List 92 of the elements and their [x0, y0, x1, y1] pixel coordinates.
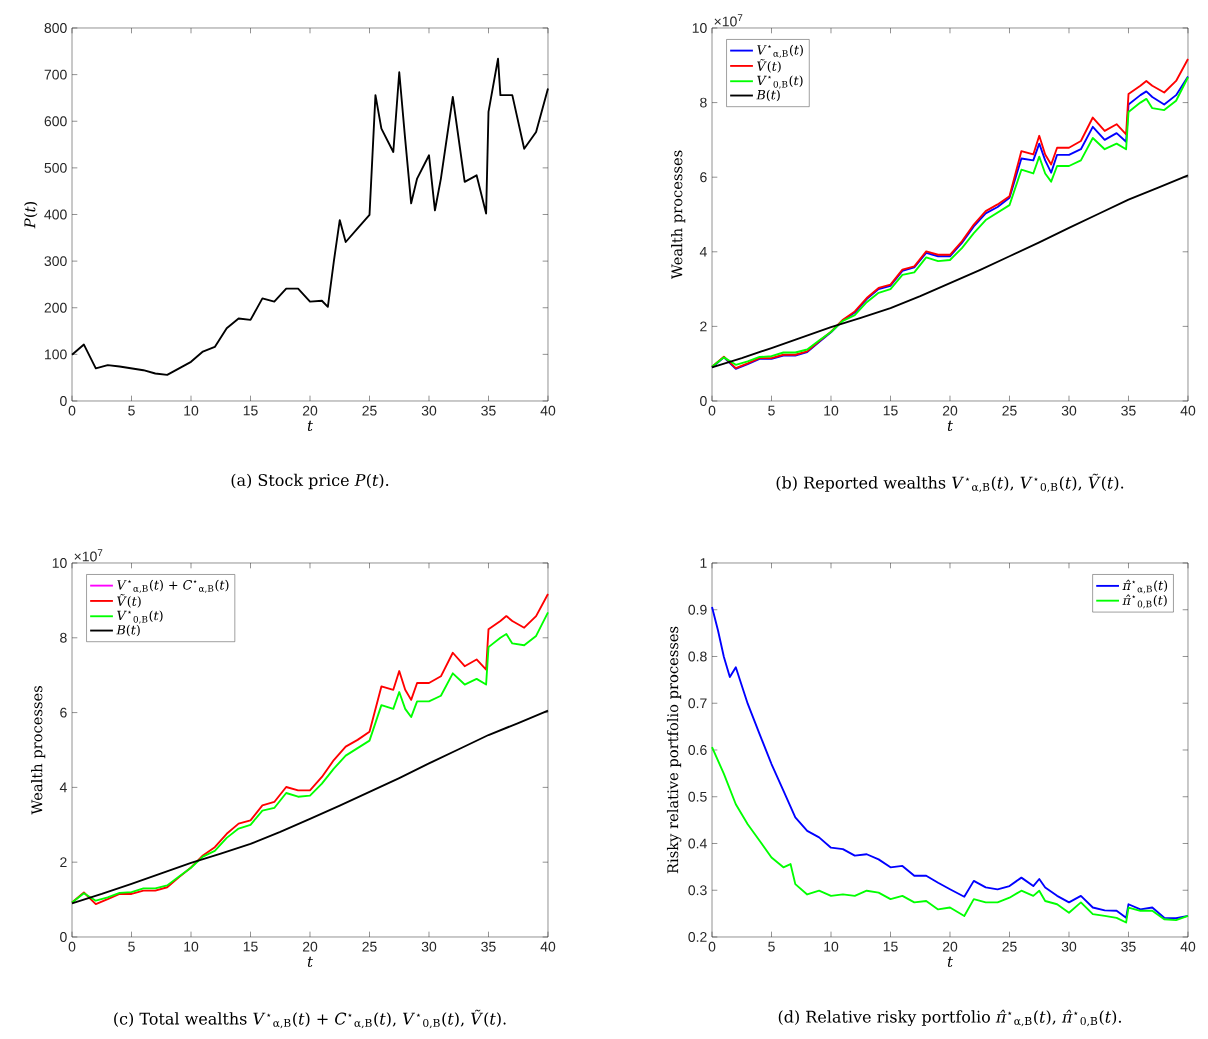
legend-label: V$^{⋆}$$_{α,B}$(t): [757, 44, 803, 58]
x-tick-label: 35: [1121, 405, 1136, 416]
x-tick-label: 0: [708, 405, 716, 416]
legend-label: V$^{⋆}$$_{0,B}$(t): [117, 610, 163, 624]
legend-label: B(t): [116, 624, 140, 637]
y-tick-label: 400: [44, 209, 67, 220]
x-tick-label: 40: [540, 941, 556, 952]
y-tick-label: 4: [699, 246, 707, 257]
y-tick-label: 0.2: [688, 932, 707, 942]
y-axis-title: P(t): [24, 201, 38, 229]
x-tick-label: 10: [184, 941, 199, 952]
x-tick-label: 0: [68, 405, 76, 416]
text: (a) Stock price P(t).: [231, 473, 389, 490]
x-tick-label: 10: [824, 941, 839, 952]
x-tick-label: 5: [128, 405, 135, 416]
y-tick-label: 2: [60, 857, 67, 868]
line-series: [71, 709, 549, 905]
x-tick-label: 15: [883, 941, 898, 952]
text: ×10$^{7}$: [714, 14, 743, 27]
legend-label: π̂$^{⋆}$$_{0,B}$(t): [1122, 594, 1167, 609]
x-tick-label: 20: [302, 405, 318, 416]
text: ×10$^{7}$: [74, 549, 103, 562]
legend-label: V$^{⋆}$$_{0,B}$(t): [757, 75, 803, 89]
x-tick-label: 40: [540, 405, 556, 416]
y-tick-label: 500: [44, 162, 67, 173]
y-tick-label: 0: [700, 396, 707, 406]
x-tick-label: 35: [1121, 941, 1136, 952]
y-axis-title: Wealth processes: [31, 686, 46, 815]
y-tick-label: 6: [60, 707, 67, 718]
y-tick-label: 1: [700, 558, 707, 568]
line-series: [711, 746, 1189, 924]
y-tick-label: 0.5: [688, 791, 707, 802]
x-tick-label: 20: [942, 405, 958, 416]
text: V$^{⋆}$$_{α,B}$(t) + C$^{⋆}$$_{α,B}$(t): [117, 579, 229, 593]
x-axis-title: t: [947, 420, 953, 431]
x-tick-label: 30: [421, 405, 437, 416]
x-tick-label: 30: [1061, 941, 1077, 952]
x-tick-label: 15: [883, 405, 898, 416]
y-tick-label: 0: [60, 396, 67, 406]
x-axis-title: t: [307, 956, 313, 967]
x-tick-label: 20: [302, 941, 318, 952]
x-tick-label: 30: [1061, 405, 1077, 416]
x-tick-label: 15: [243, 405, 258, 416]
x-tick-label: 0: [708, 941, 716, 952]
y-tick-label: 10: [692, 23, 707, 33]
chart-title: (b) Reported wealths V$^{⋆}$$_{α,B}$(t), V$^{⋆}$$_{0,B}$(t), Ṽ(t).: [776, 473, 1124, 493]
y-tick-label: 6: [700, 172, 707, 183]
x-tick-label: 5: [128, 941, 135, 952]
x-axis-title: t: [307, 420, 313, 431]
y-tick-label: 0.7: [688, 698, 707, 709]
y-tick-label: 800: [44, 23, 67, 33]
legend-label: Ṽ(t): [757, 59, 781, 73]
x-tick-label: 25: [362, 405, 377, 416]
x-tick-label: 5: [768, 405, 775, 416]
x-tick-label: 15: [243, 941, 258, 952]
x-tick-label: 25: [1002, 405, 1017, 416]
y-tick-label: 2: [700, 321, 707, 332]
x-tick-label: 35: [481, 405, 496, 416]
y-tick-label: 8: [700, 97, 707, 108]
legend-label: B(t): [756, 89, 780, 102]
x-tick-label: 10: [184, 405, 199, 416]
x-axis-title: t: [947, 956, 953, 967]
x-tick-label: 25: [362, 941, 377, 952]
legend-label: Ṽ(t): [117, 594, 141, 608]
y-tick-label: 4: [59, 782, 67, 793]
y-tick-label: 10: [52, 558, 67, 568]
chart-title: (d) Relative risky portfolio π̂$^{⋆}$$_{α,B}$(t), π̂$^{⋆}$$_{0,B}$(t).: [778, 1009, 1121, 1027]
y-axis-title: Wealth processes: [671, 150, 686, 280]
x-tick-label: 40: [1180, 941, 1196, 952]
y-tick-label: 700: [44, 69, 67, 80]
y-tick-label: 0.3: [688, 885, 707, 896]
y-tick-label: 0.6: [688, 745, 707, 755]
y-tick-label: 0.8: [688, 651, 707, 662]
x-tick-label: 25: [1002, 941, 1017, 952]
y-tick-label: 300: [44, 256, 67, 267]
x-tick-label: 0: [68, 941, 76, 952]
y-tick-label: 8: [60, 632, 67, 643]
x-tick-label: 10: [824, 405, 839, 416]
y-tick-label: 100: [45, 349, 67, 360]
y-tick-label: 0.4: [688, 838, 707, 849]
x-tick-label: 5: [768, 941, 775, 952]
y-tick-label: 600: [44, 116, 67, 127]
x-tick-label: 35: [481, 941, 496, 952]
x-tick-label: 40: [1180, 405, 1196, 416]
y-tick-label: 200: [44, 302, 67, 313]
y-tick-label: 0.9: [688, 604, 707, 615]
y-axis-title: Risky relative portfolio processes: [666, 626, 682, 874]
legend-label: π̂$^{⋆}$$_{α,B}$(t): [1122, 579, 1168, 594]
y-tick-label: 0: [60, 932, 67, 942]
x-tick-label: 30: [421, 941, 437, 952]
x-tick-label: 20: [942, 941, 958, 952]
chart-title: (c) Total wealths V$^{⋆}$$_{α,B}$(t) + C$^{⋆}$$_{α,B}$(t), V$^{⋆}$$_{0,B}$(t), Ṽ(t).: [114, 1009, 506, 1029]
